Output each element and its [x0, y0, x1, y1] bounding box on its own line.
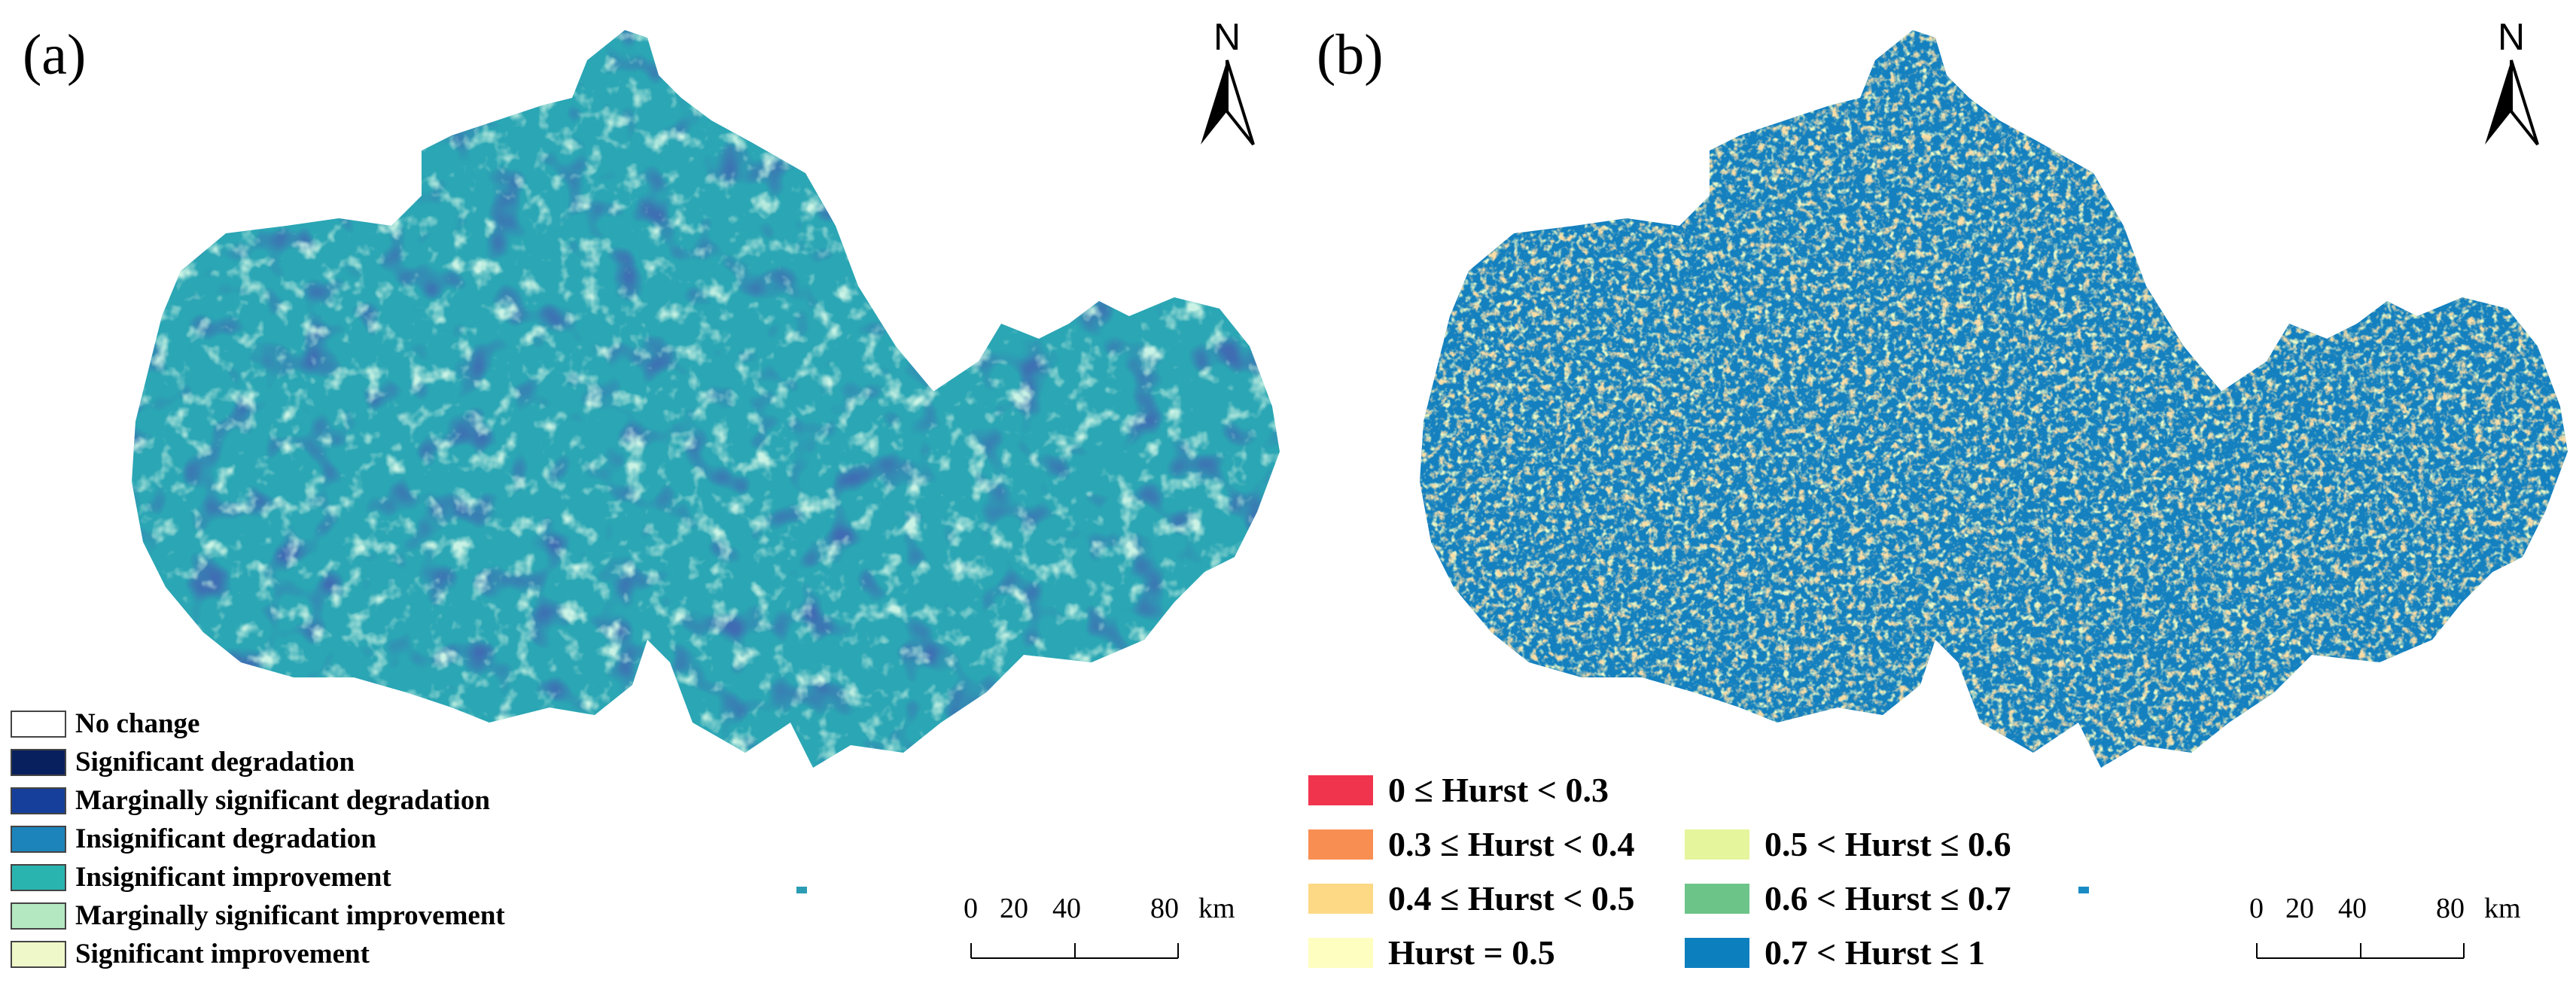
legend-item: Marginally significant degradation — [11, 784, 490, 817]
legend-label: Marginally significant improvement — [75, 900, 505, 931]
legend-swatch — [1308, 829, 1373, 860]
legend-label: 0.3 ≤ Hurst < 0.4 — [1388, 825, 1635, 863]
legend-swatch — [11, 902, 66, 930]
north-arrow-a: N — [1186, 15, 1268, 158]
legend-item: Significant degradation — [11, 746, 355, 778]
legend-swatch — [11, 940, 66, 968]
legend-swatch — [11, 787, 66, 814]
legend-label: Hurst = 0.5 — [1388, 933, 1555, 972]
scale-tick-label: 40 — [1052, 893, 1081, 924]
scale-tick-label: 0 — [964, 893, 978, 924]
panel-label-b: (b) — [1317, 23, 1384, 87]
legend-label: Significant improvement — [75, 939, 370, 969]
legend-item: Hurst = 0.5 — [1308, 933, 1555, 972]
scale-bar-a: 0 20 40 80 km — [964, 892, 1235, 982]
north-label-a: N — [1213, 16, 1241, 58]
legend-label: Insignificant degradation — [75, 823, 376, 854]
map-b — [1420, 30, 2568, 893]
legend-item: Insignificant degradation — [11, 823, 376, 855]
north-label-b: N — [2497, 16, 2526, 58]
legend-item: 0.7 < Hurst ≤ 1 — [1685, 933, 1985, 972]
legend-label: Insignificant improvement — [75, 862, 391, 893]
panel-b: (b) N 0 ≤ Hurst < 0.3 0.3 ≤ Hurst < 0.4 … — [1288, 0, 2576, 983]
legend-swatch — [11, 863, 66, 891]
legend-item: Marginally significant improvement — [11, 899, 505, 932]
scale-tick-label: 80 — [1150, 893, 1179, 924]
scale-bar-line — [970, 943, 1179, 959]
legend-item: Significant improvement — [11, 938, 370, 970]
legend-swatch — [1308, 883, 1373, 914]
legend-swatch — [11, 748, 66, 776]
legend-label: 0 ≤ Hurst < 0.3 — [1388, 771, 1609, 809]
legend-label: 0.4 ≤ Hurst < 0.5 — [1388, 879, 1635, 918]
legend-label: 0.6 < Hurst ≤ 0.7 — [1765, 879, 2011, 918]
legend-swatch — [1685, 829, 1749, 860]
legend-item: Insignificant improvement — [11, 861, 391, 893]
panel-a: (a) N No change Significant degradation … — [11, 15, 1280, 982]
map-a — [132, 30, 1280, 893]
legend-swatch — [1685, 937, 1749, 968]
scale-tick-label: 20 — [1000, 893, 1028, 924]
legend-swatch — [11, 710, 66, 738]
scale-tick-label: 40 — [2338, 893, 2367, 924]
scale-unit: km — [1198, 893, 1235, 924]
legend-label: No change — [75, 708, 200, 739]
legend-item: 0.6 < Hurst ≤ 0.7 — [1685, 878, 2011, 918]
legend-item: 0.3 ≤ Hurst < 0.4 — [1308, 824, 1634, 864]
legend-item: No change — [11, 708, 199, 740]
legend-label: 0.5 < Hurst ≤ 0.6 — [1765, 825, 2011, 863]
legend-swatch — [11, 825, 66, 853]
panel-label-a: (a) — [23, 23, 87, 87]
north-arrow-icon — [1201, 59, 1255, 146]
scale-bar-b: 0 20 40 80 km — [2249, 892, 2521, 982]
scale-bar-line — [2256, 943, 2465, 959]
legend-label: Marginally significant degradation — [75, 785, 490, 816]
legend-label: 0.7 < Hurst ≤ 1 — [1765, 933, 1985, 972]
legend-item: 0 ≤ Hurst < 0.3 — [1308, 770, 1609, 810]
legend-swatch — [1308, 775, 1373, 805]
scale-unit: km — [2484, 893, 2521, 924]
legend-swatch — [1308, 937, 1373, 968]
north-arrow-icon — [2485, 59, 2539, 146]
legend-label: Significant degradation — [75, 747, 355, 778]
legend-item: 0.4 ≤ Hurst < 0.5 — [1308, 878, 1634, 918]
scale-tick-label: 80 — [2436, 893, 2465, 924]
scale-tick-label: 0 — [2249, 893, 2264, 924]
scale-tick-label: 20 — [2285, 893, 2314, 924]
legend-swatch — [1685, 883, 1749, 914]
legend-item: 0.5 < Hurst ≤ 0.6 — [1685, 824, 2011, 864]
north-arrow-b: N — [2470, 15, 2553, 158]
